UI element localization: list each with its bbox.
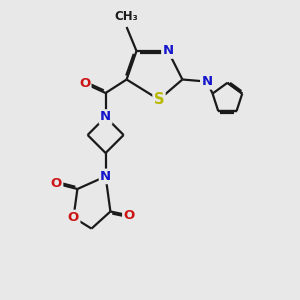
Text: O: O: [123, 209, 135, 222]
Text: N: N: [201, 75, 213, 88]
Text: O: O: [68, 211, 79, 224]
Text: CH₃: CH₃: [115, 10, 139, 22]
Text: N: N: [201, 75, 213, 88]
Text: O: O: [79, 77, 90, 90]
Text: O: O: [51, 177, 62, 190]
Text: N: N: [162, 44, 174, 58]
Text: N: N: [100, 170, 111, 183]
Text: N: N: [100, 110, 111, 124]
Text: S: S: [154, 92, 164, 107]
